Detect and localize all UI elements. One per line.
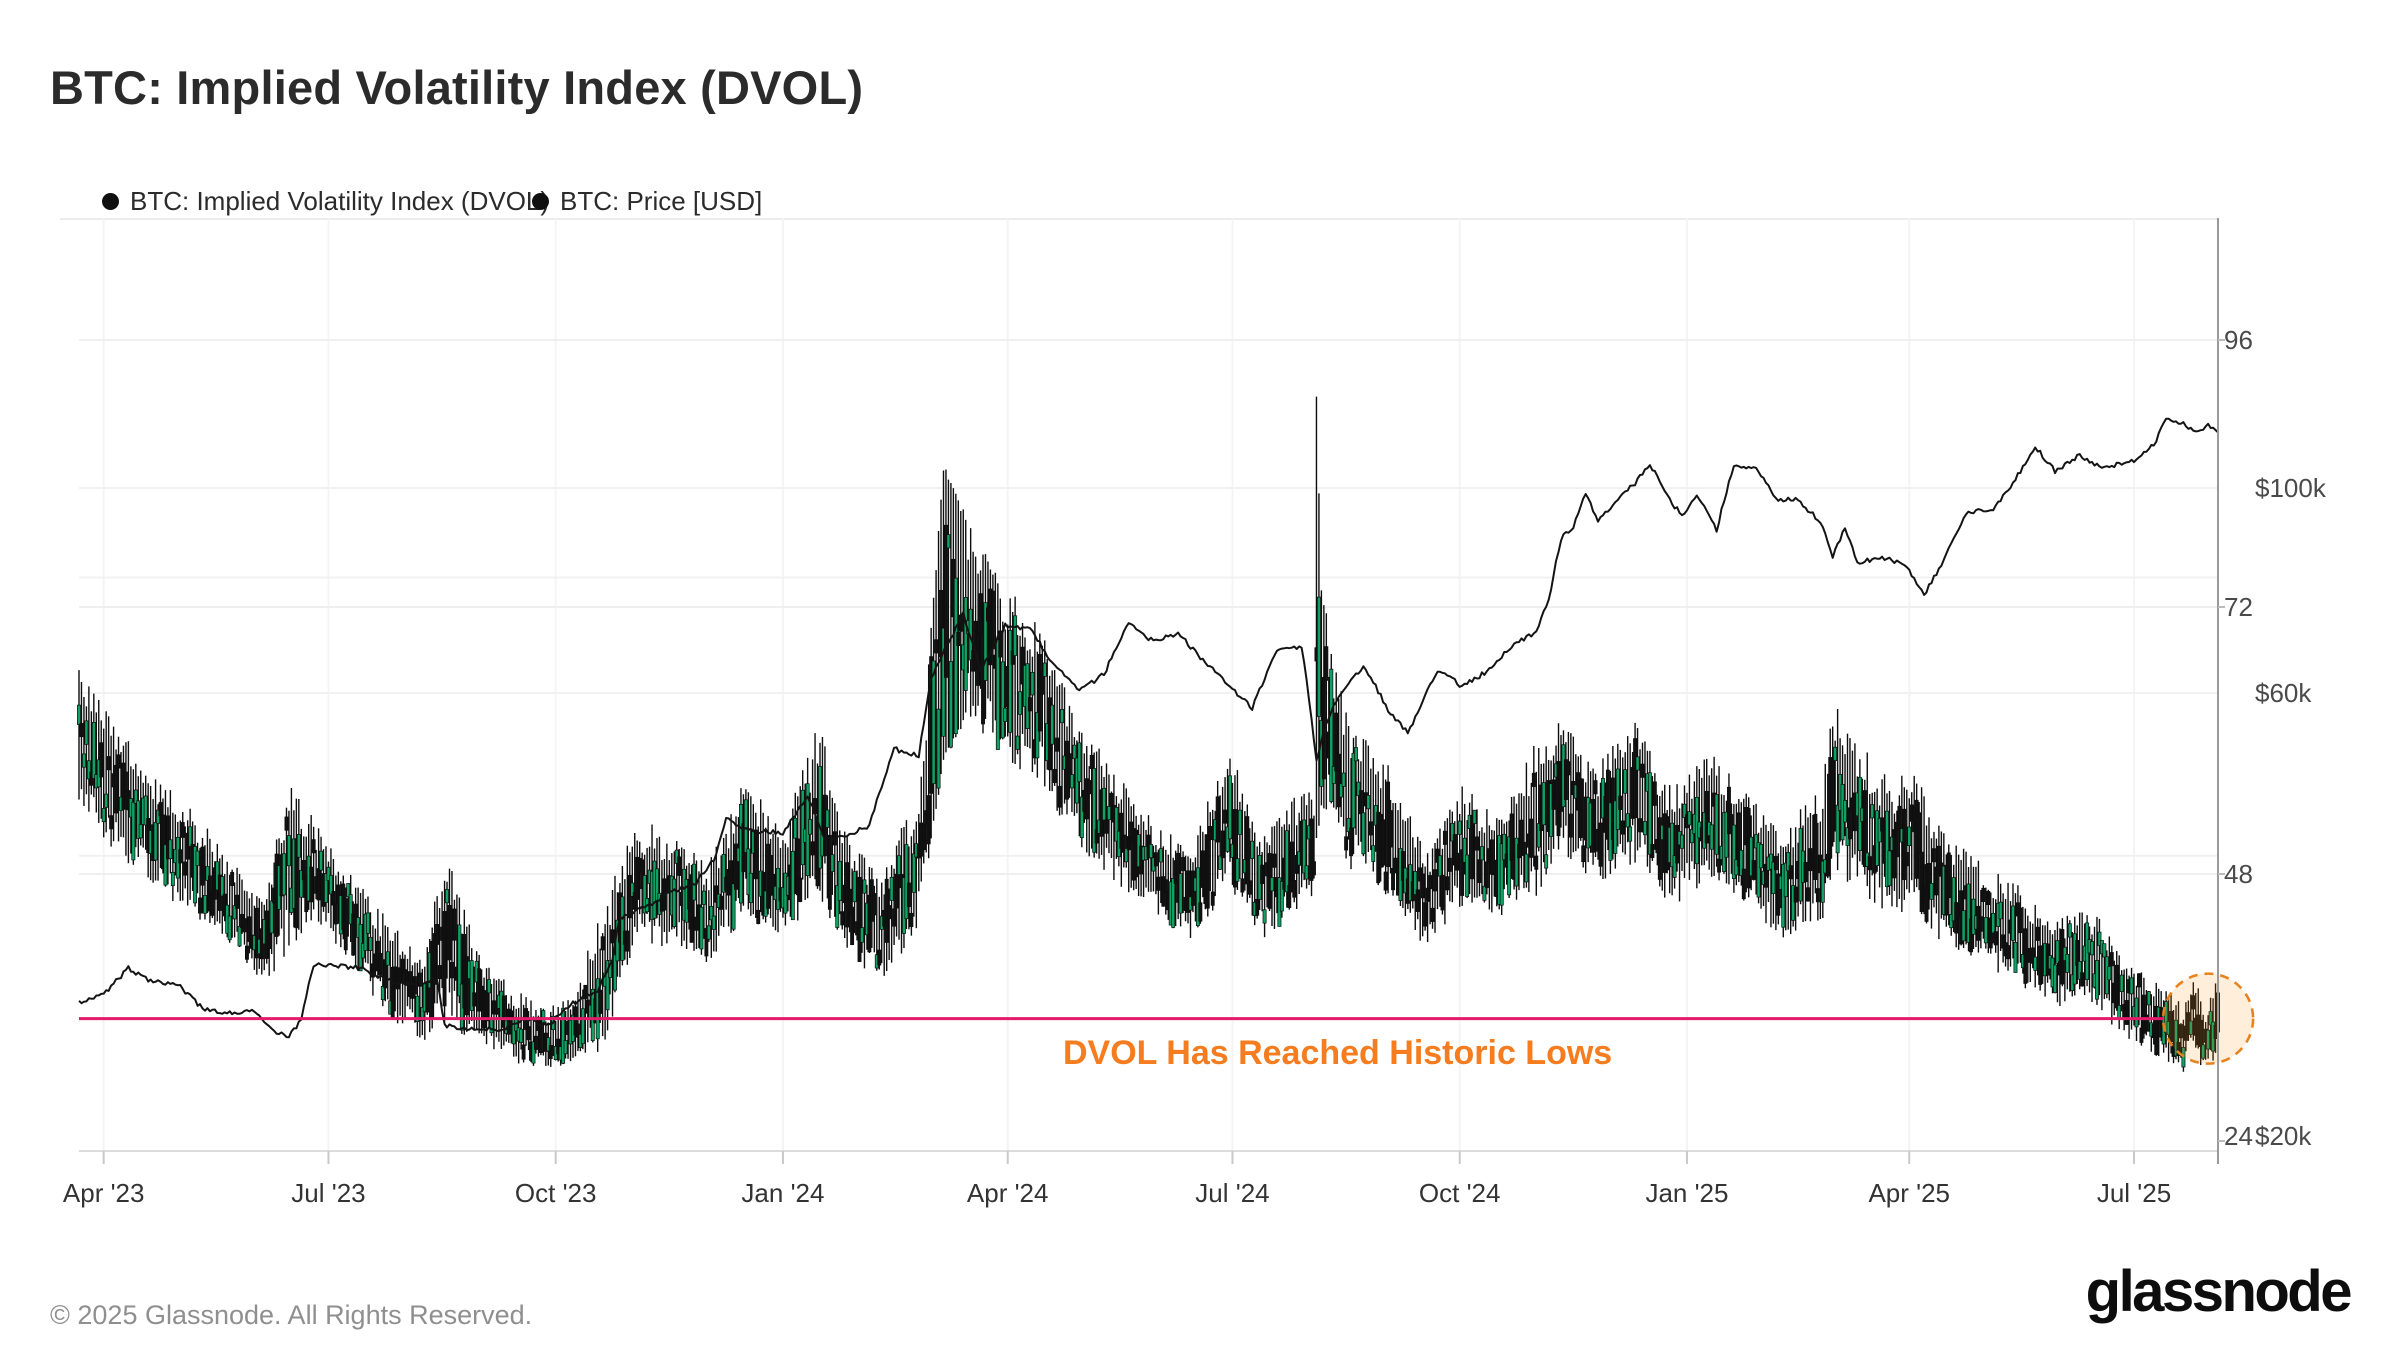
dvol-axis-label: 72 — [2224, 592, 2253, 622]
dvol-axis-label: 48 — [2224, 859, 2253, 889]
chart-top-border — [60, 218, 2218, 220]
series-marker-icon — [532, 192, 549, 210]
price-line — [78, 417, 2219, 1039]
dvol-axis-label: 24 — [2224, 1121, 2253, 1151]
legend: BTC: Implied Volatility Index (DVOL) BTC… — [0, 184, 2400, 218]
x-axis-label: Jul '24 — [1195, 1178, 1270, 1208]
x-axis-label: Jan '25 — [1645, 1178, 1729, 1208]
x-axis-label: Oct '24 — [1418, 1178, 1501, 1208]
x-axis-label: Jul '25 — [2096, 1178, 2172, 1208]
glassnode-logo: glassnode — [2085, 1259, 2353, 1324]
gridlines — [79, 218, 2218, 1151]
price-axis-label: $60k — [2255, 677, 2312, 708]
axes — [79, 218, 2225, 1164]
dvol-axis-label: 96 — [2224, 325, 2253, 355]
x-axis-label: Oct '23 — [514, 1178, 597, 1208]
historic-low-highlight-circle — [2161, 972, 2255, 1065]
copyright-text: © 2025 Glassnode. All Rights Reserved. — [50, 1300, 533, 1330]
page-title: BTC: Implied Volatility Index (DVOL) — [50, 61, 864, 114]
annotation-historic-lows: DVOL Has Reached Historic Lows — [1063, 1034, 1613, 1072]
legend-label-price: BTC: Price [USD] — [560, 185, 763, 216]
x-axis-label: Apr '25 — [1868, 1178, 1951, 1208]
dvol-candles — [77, 396, 2220, 1072]
legend-item-dvol[interactable]: BTC: Implied Volatility Index (DVOL) — [102, 184, 549, 218]
price-axis-label: $20k — [2255, 1121, 2312, 1151]
series-marker-icon — [102, 192, 119, 210]
x-axis-label: Jan '24 — [741, 1178, 825, 1208]
x-axis-label: Jul '23 — [291, 1178, 366, 1208]
x-axis-label: Apr '23 — [62, 1178, 145, 1208]
price-axis-label: $100k — [2255, 473, 2326, 503]
legend-item-price[interactable]: BTC: Price [USD] — [532, 184, 762, 218]
x-axis-label: Apr '24 — [966, 1178, 1049, 1208]
legend-label-dvol: BTC: Implied Volatility Index (DVOL) — [130, 185, 550, 216]
